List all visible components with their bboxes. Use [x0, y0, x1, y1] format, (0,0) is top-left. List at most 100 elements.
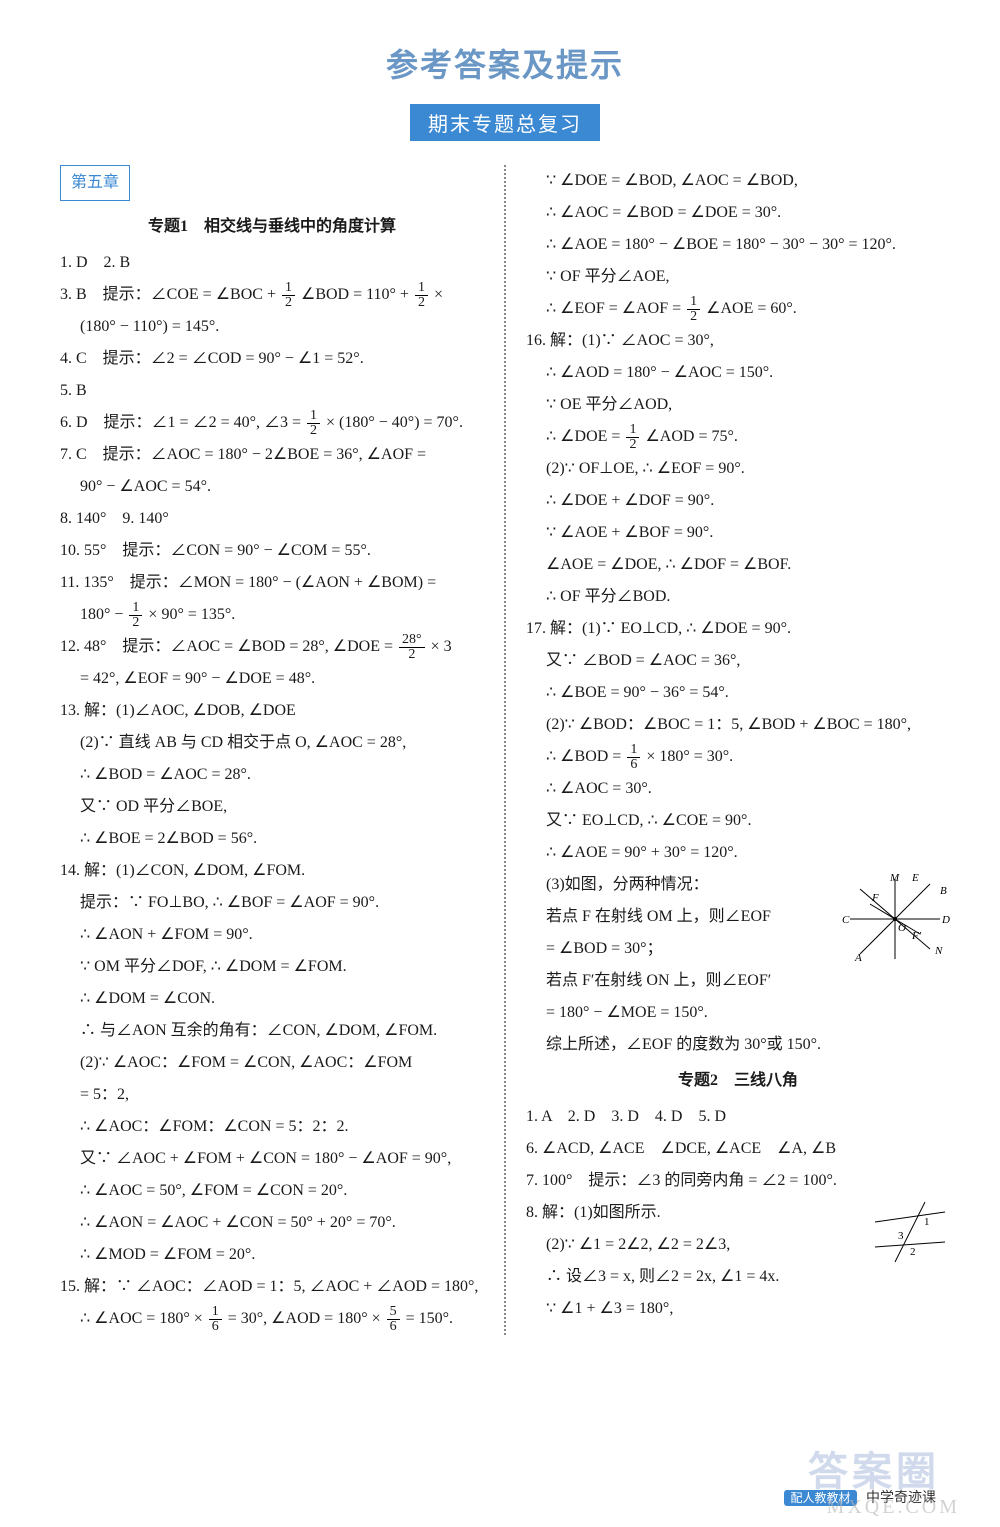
- left-column: 第五章 专题1 相交线与垂线中的角度计算 1. D 2. B 3. B 提示：∠…: [60, 165, 484, 1335]
- fraction-1-6: 16: [209, 1305, 222, 1334]
- text: 6. D 提示：∠1 = ∠2 = 40°, ∠3 =: [60, 414, 305, 431]
- q14-line7: (2)∵ ∠AOC：∠FOM = ∠CON, ∠AOC：∠FOM: [60, 1047, 484, 1079]
- fraction-half: 12: [415, 281, 428, 310]
- svg-text:3: 3: [898, 1230, 904, 1242]
- q16-line9: ∴ OF 平分∠BOD.: [526, 581, 950, 613]
- t2-q6: 6. ∠ACD, ∠ACE ∠DCE, ∠ACE ∠A, ∠B: [526, 1133, 950, 1165]
- chapter-label: 第五章: [60, 165, 130, 201]
- columns: 第五章 专题1 相交线与垂线中的角度计算 1. D 2. B 3. B 提示：∠…: [60, 165, 950, 1335]
- q15-r4: ∵ OF 平分∠AOE,: [526, 261, 950, 293]
- transversal-diagram: 1 2 3: [870, 1197, 950, 1279]
- text: ∴ ∠BOD =: [546, 748, 625, 765]
- q13-line2: (2)∵ 直线 AB 与 CD 相交于点 O, ∠AOC = 28°,: [60, 727, 484, 759]
- q4: 4. C 提示：∠2 = ∠COD = 90° − ∠1 = 52°.: [60, 343, 484, 375]
- q17-line4: (2)∵ ∠BOD：∠BOC = 1：5, ∠BOD + ∠BOC = 180°…: [526, 709, 950, 741]
- q17-line1: 17. 解：(1)∵ EO⊥CD, ∴ ∠DOE = 90°.: [526, 613, 950, 645]
- t2-q8-block: 1 2 3 8. 解：(1)如图所示. (2)∵ ∠1 = 2∠2, ∠2 = …: [526, 1197, 950, 1325]
- q17-line8: ∴ ∠AOE = 90° + 30° = 120°.: [526, 837, 950, 869]
- q3-line1: 3. B 提示：∠COE = ∠BOC + 12 ∠BOD = 110° + 1…: [60, 279, 484, 311]
- text: ×: [434, 286, 443, 303]
- rays-diagram: M E B D N A C F F' O: [840, 869, 950, 976]
- q15-line1: 15. 解：∵ ∠AOC：∠AOD = 1：5, ∠AOC + ∠AOD = 1…: [60, 1271, 484, 1303]
- text: × 180° = 30°.: [646, 748, 733, 765]
- q16-line2: ∴ ∠AOD = 180° − ∠AOC = 150°.: [526, 357, 950, 389]
- text: = 150°.: [406, 1310, 453, 1327]
- q14-line9: ∴ ∠AOC：∠FOM：∠CON = 5：2：2.: [60, 1111, 484, 1143]
- q14-line6: ∴ 与∠AON 互余的角有：∠CON, ∠DOM, ∠FOM.: [60, 1015, 484, 1047]
- q16-line8: ∠AOE = ∠DOE, ∴ ∠DOF = ∠BOF.: [526, 549, 950, 581]
- text: ∴ ∠EOF = ∠AOF =: [546, 300, 685, 317]
- q5: 5. B: [60, 375, 484, 407]
- svg-text:O: O: [898, 922, 906, 934]
- q13-line5: ∴ ∠BOE = 2∠BOD = 56°.: [60, 823, 484, 855]
- watermark-answer-circle: 答案圈: [808, 1439, 940, 1497]
- text: = 30°, ∠AOD = 180° ×: [228, 1310, 385, 1327]
- t2-q1-5: 1. A 2. D 3. D 4. D 5. D: [526, 1101, 950, 1133]
- q17-line6: ∴ ∠AOC = 30°.: [526, 773, 950, 805]
- right-column: ∵ ∠DOE = ∠BOD, ∠AOC = ∠BOD, ∴ ∠AOC = ∠BO…: [526, 165, 950, 1335]
- q11-line1: 11. 135° 提示：∠MON = 180° − (∠AON + ∠BOM) …: [60, 567, 484, 599]
- t2-q7: 7. 100° 提示：∠3 的同旁内角 = ∠2 = 100°.: [526, 1165, 950, 1197]
- page: 参考答案及提示 期末专题总复习 第五章 专题1 相交线与垂线中的角度计算 1. …: [0, 0, 1000, 1527]
- svg-text:C: C: [842, 914, 850, 926]
- text: × 3: [431, 638, 452, 655]
- q13-line3: ∴ ∠BOD = ∠AOC = 28°.: [60, 759, 484, 791]
- text: 180° −: [80, 606, 127, 623]
- fraction-1-6: 16: [627, 743, 640, 772]
- q14-line4: ∵ OM 平分∠DOF, ∴ ∠DOM = ∠FOM.: [60, 951, 484, 983]
- svg-text:2: 2: [910, 1246, 916, 1258]
- q17-line14: 综上所述，∠EOF 的度数为 30°或 150°.: [526, 1029, 950, 1061]
- q15-r2: ∴ ∠AOC = ∠BOD = ∠DOE = 30°.: [526, 197, 950, 229]
- q14-line10: 又∵ ∠AOC + ∠FOM + ∠CON = 180° − ∠AOF = 90…: [60, 1143, 484, 1175]
- q16-line4: ∴ ∠DOE = 12 ∠AOD = 75°.: [526, 421, 950, 453]
- q14-line3: ∴ ∠AON + ∠FOM = 90°.: [60, 919, 484, 951]
- q8-q9: 8. 140° 9. 140°: [60, 503, 484, 535]
- q15-line2: ∴ ∠AOC = 180° × 16 = 30°, ∠AOD = 180° × …: [60, 1303, 484, 1335]
- q14-line8: = 5：2,: [60, 1079, 484, 1111]
- svg-text:F: F: [871, 892, 879, 904]
- q14-line12: ∴ ∠AON = ∠AOC + ∠CON = 50° + 20° = 70°.: [60, 1207, 484, 1239]
- svg-text:D: D: [941, 914, 950, 926]
- q16-line1: 16. 解：(1)∵ ∠AOC = 30°,: [526, 325, 950, 357]
- topic1-title: 专题1 相交线与垂线中的角度计算: [60, 211, 484, 243]
- q11-line2: 180° − 12 × 90° = 135°.: [60, 599, 484, 631]
- q6: 6. D 提示：∠1 = ∠2 = 40°, ∠3 = 12 × (180° −…: [60, 407, 484, 439]
- q10: 10. 55° 提示：∠CON = 90° − ∠COM = 55°.: [60, 535, 484, 567]
- text: ∴ ∠AOC = 180° ×: [80, 1310, 207, 1327]
- q16-line6: ∴ ∠DOE + ∠DOF = 90°.: [526, 485, 950, 517]
- q17-line13: = 180° − ∠MOE = 150°.: [526, 997, 950, 1029]
- subtitle-band: 期末专题总复习: [410, 104, 600, 141]
- svg-text:F': F': [911, 930, 922, 942]
- q15-r5: ∴ ∠EOF = ∠AOF = 12 ∠AOE = 60°.: [526, 293, 950, 325]
- svg-text:1: 1: [924, 1216, 930, 1228]
- q7-line2: 90° − ∠AOC = 54°.: [60, 471, 484, 503]
- fraction-28-2: 28°2: [399, 633, 425, 662]
- svg-text:E: E: [911, 872, 919, 884]
- text: ∴ ∠DOE =: [546, 428, 624, 445]
- text: ∠AOE = 60°.: [706, 300, 797, 317]
- text: × (180° − 40°) = 70°.: [326, 414, 463, 431]
- main-title: 参考答案及提示: [60, 40, 950, 86]
- q15-r3: ∴ ∠AOE = 180° − ∠BOE = 180° − 30° − 30° …: [526, 229, 950, 261]
- q14-line11: ∴ ∠AOC = 50°, ∠FOM = ∠CON = 20°.: [60, 1175, 484, 1207]
- text: ∠AOD = 75°.: [645, 428, 737, 445]
- svg-text:M: M: [889, 872, 900, 884]
- fraction-half: 12: [687, 295, 700, 324]
- q14-line2: 提示：∵ FO⊥BO, ∴ ∠BOF = ∠AOF = 90°.: [60, 887, 484, 919]
- q15-r1: ∵ ∠DOE = ∠BOD, ∠AOC = ∠BOD,: [526, 165, 950, 197]
- q14-line5: ∴ ∠DOM = ∠CON.: [60, 983, 484, 1015]
- q13-line1: 13. 解：(1)∠AOC, ∠DOB, ∠DOE: [60, 695, 484, 727]
- q13-line4: 又∵ OD 平分∠BOE,: [60, 791, 484, 823]
- fraction-half: 12: [129, 601, 142, 630]
- q17-part3-block: M E B D N A C F F' O (3)如图，分两种情况： 若点 F 在…: [526, 869, 950, 1061]
- text: 12. 48° 提示：∠AOC = ∠BOD = 28°, ∠DOE =: [60, 638, 397, 655]
- svg-text:B: B: [940, 885, 947, 897]
- q17-line7: 又∵ EO⊥CD, ∴ ∠COE = 90°.: [526, 805, 950, 837]
- t2-q8-line4: ∵ ∠1 + ∠3 = 180°,: [526, 1293, 950, 1325]
- q17-line5: ∴ ∠BOD = 16 × 180° = 30°.: [526, 741, 950, 773]
- q12-line2: = 42°, ∠EOF = 90° − ∠DOE = 48°.: [60, 663, 484, 695]
- text: × 90° = 135°.: [148, 606, 235, 623]
- text: 3. B 提示：∠COE = ∠BOC +: [60, 286, 280, 303]
- fraction-5-6: 56: [387, 1305, 400, 1334]
- q12-line1: 12. 48° 提示：∠AOC = ∠BOD = 28°, ∠DOE = 28°…: [60, 631, 484, 663]
